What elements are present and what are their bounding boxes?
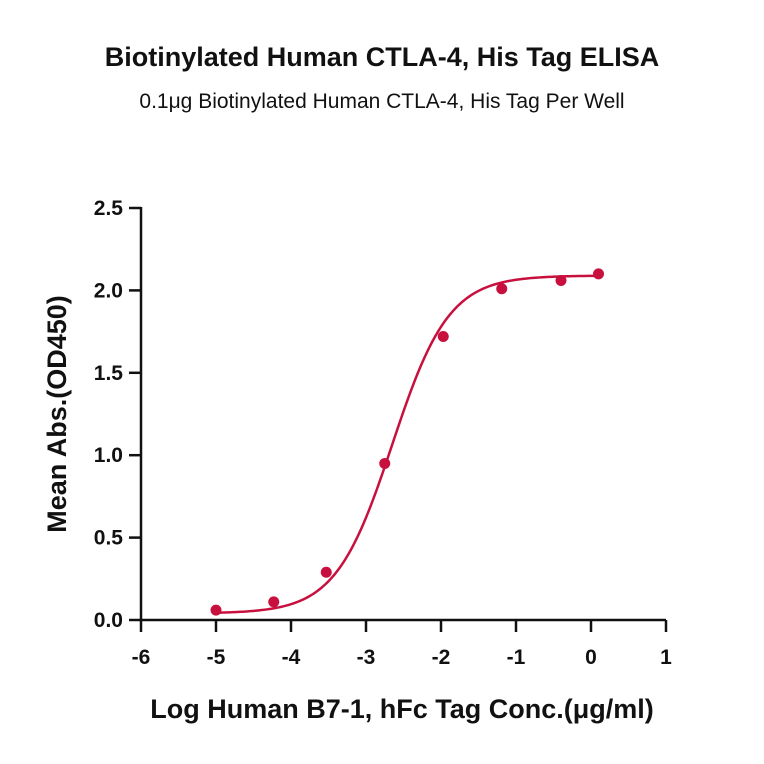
data-point [437, 331, 449, 343]
x-tick-label: -1 [507, 646, 526, 669]
x-tick-label: -2 [432, 646, 451, 669]
y-tick-label: 0.0 [94, 609, 123, 632]
y-tick-label: 2.5 [94, 197, 124, 220]
x-tick-label: -4 [282, 646, 301, 669]
x-tick-label: 0 [585, 646, 597, 669]
x-tick-label: -6 [132, 646, 151, 669]
y-tick-label: 1.0 [94, 444, 123, 467]
data-point [496, 283, 508, 295]
chart-title: Biotinylated Human CTLA-4, His Tag ELISA [104, 42, 660, 72]
data-point [379, 457, 391, 469]
fit-curve [215, 274, 599, 614]
y-tick-label: 0.5 [94, 527, 124, 550]
data-point [268, 596, 280, 608]
x-axis-title: Log Human B7-1, hFc Tag Conc.(μg/ml) [150, 694, 654, 724]
axis-labels-layer: 0.0 0.5 1.0 1.5 2.0 2.5 -6 -5 -4 -3 -2 -1 0 1 Log Huma… [42, 197, 672, 724]
chart-subtitle: 0.1μg Biotinylated Human CTLA-4, His Tag… [139, 90, 625, 113]
data-point [320, 566, 332, 578]
x-tick-label: 1 [660, 646, 672, 669]
fit-curve-layer [215, 274, 599, 614]
data-point [555, 275, 567, 287]
x-tick-label: -3 [357, 646, 376, 669]
y-tick-label: 2.0 [94, 279, 123, 302]
y-tick-label: 1.5 [94, 362, 124, 385]
axes [129, 206, 668, 632]
data-point [593, 268, 604, 280]
data-points-layer [210, 268, 604, 616]
x-tick-label: -5 [207, 646, 226, 669]
data-point [210, 604, 222, 616]
y-axis-title: Mean Abs.(OD450) [42, 295, 72, 533]
